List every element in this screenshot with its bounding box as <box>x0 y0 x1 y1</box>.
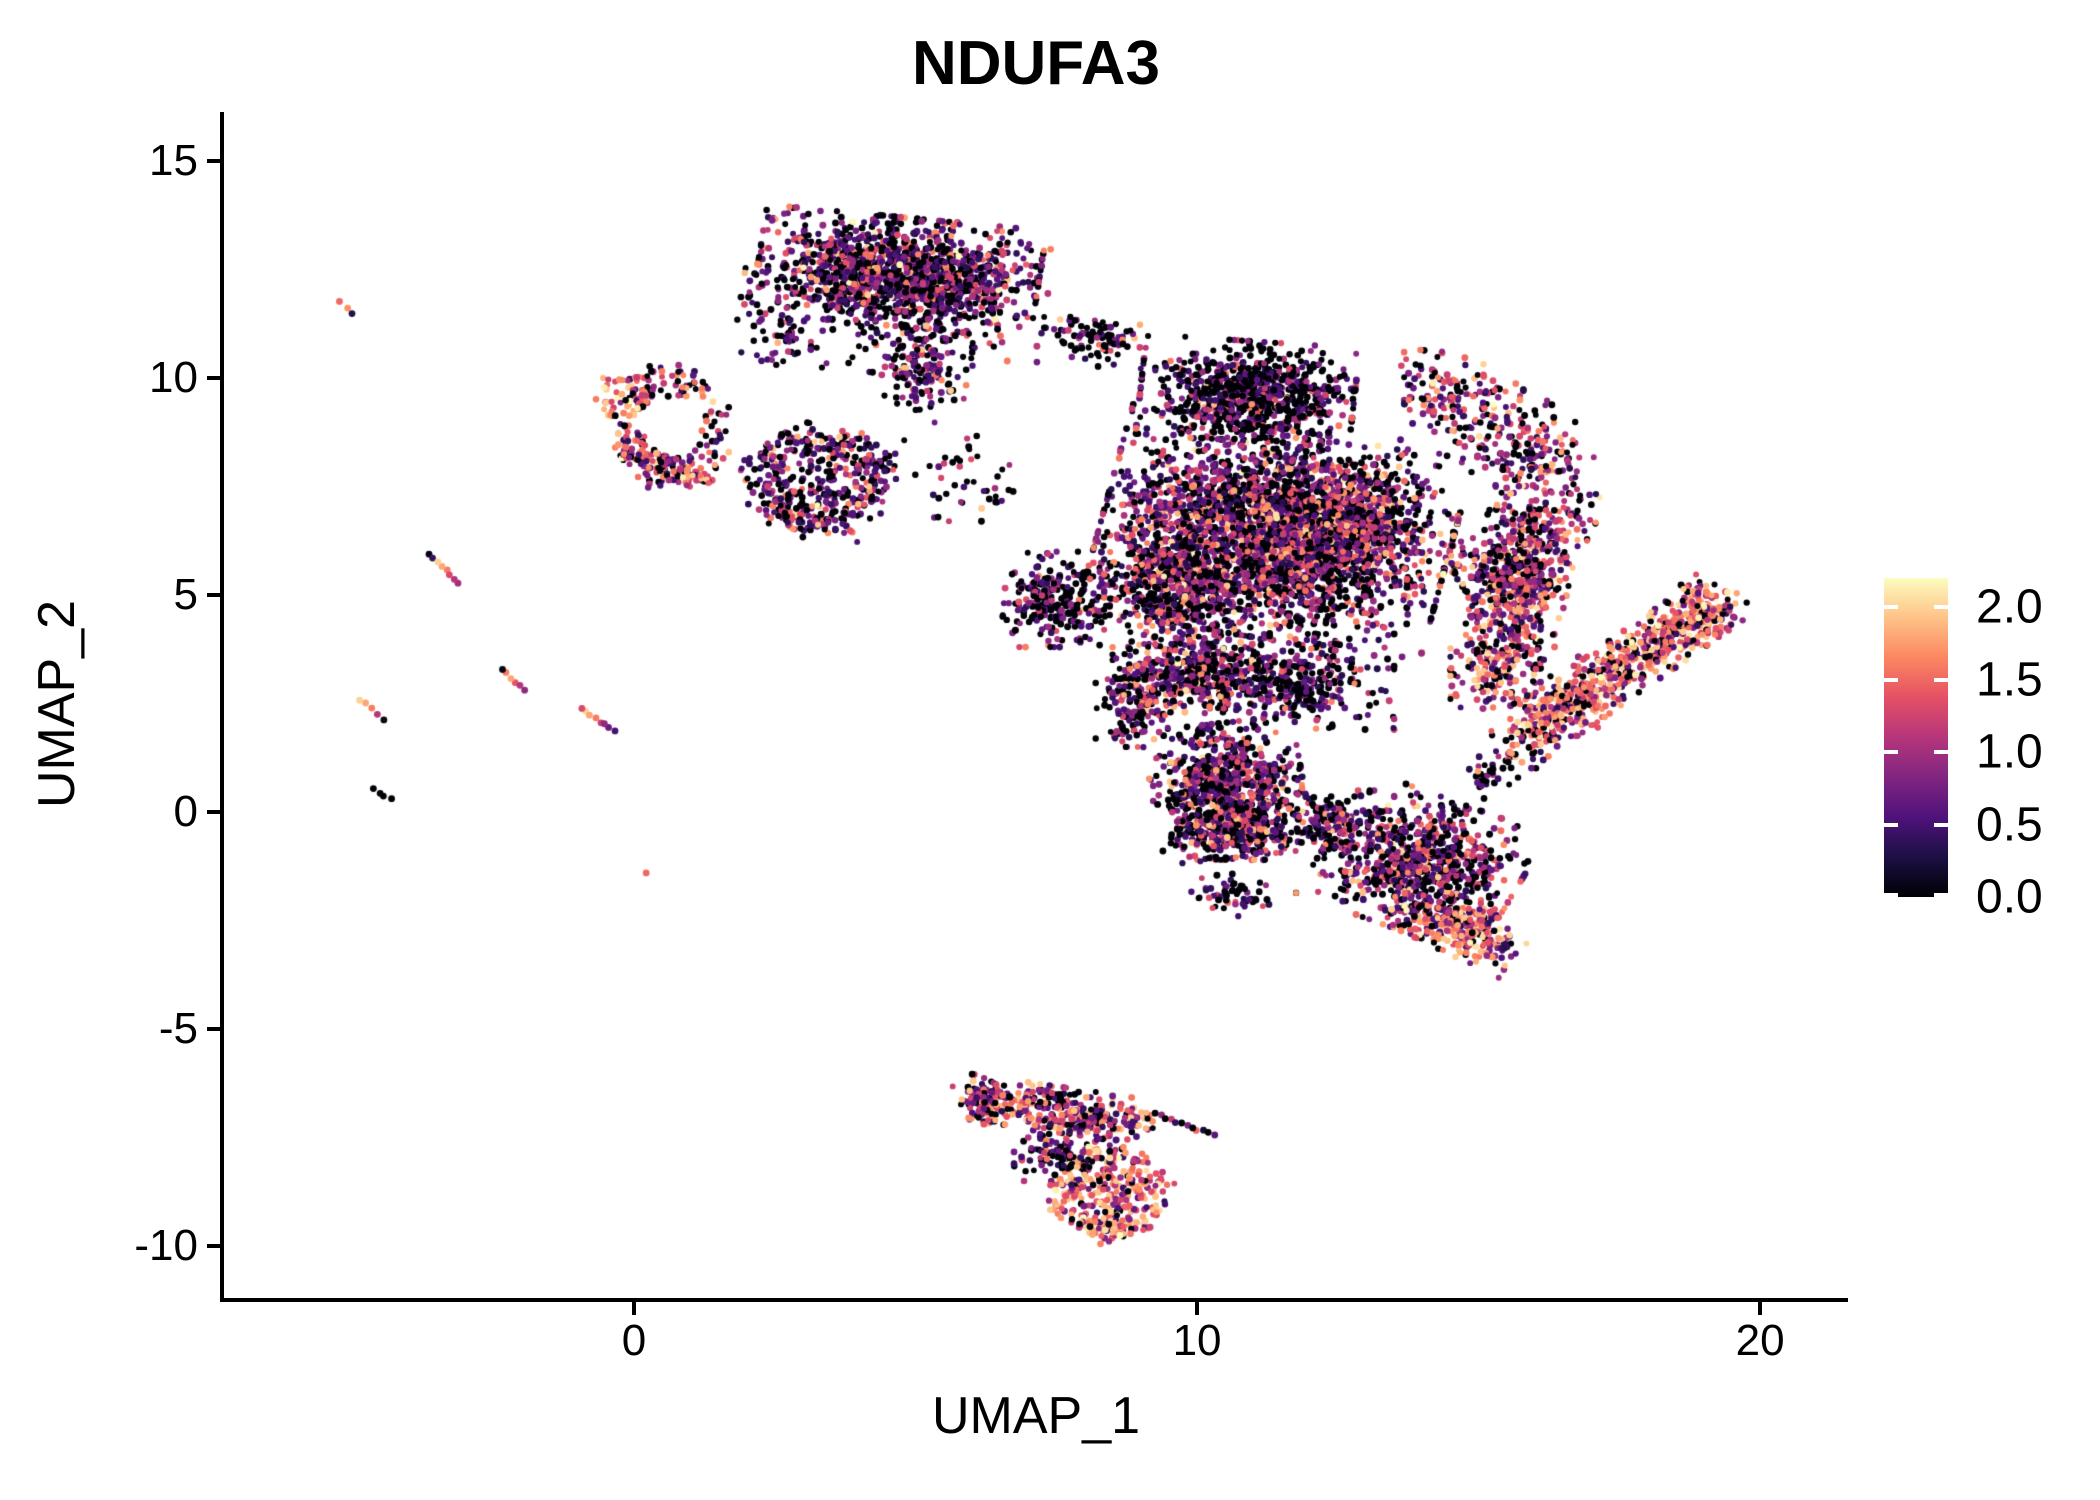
y-tick-mark <box>207 593 220 598</box>
legend-tick-notch <box>1934 750 1948 754</box>
legend-tick-label: 1.0 <box>1976 725 2043 779</box>
legend-tick-notch <box>1884 893 1898 897</box>
y-tick-label: 0 <box>173 787 198 837</box>
legend-tick-notch <box>1884 605 1898 609</box>
legend-tick-notch <box>1934 677 1948 682</box>
legend-gradient-bar <box>1884 578 1948 897</box>
x-tick-label: 20 <box>1735 1316 1785 1365</box>
y-tick-mark <box>207 1244 220 1248</box>
y-tick-label: -5 <box>158 1004 198 1054</box>
legend-tick-label: 2.0 <box>1976 580 2043 634</box>
legend-tick-notch <box>1884 822 1898 827</box>
plot-title: NDUFA3 <box>911 29 1161 98</box>
legend-tick-label: 0.5 <box>1976 798 2043 851</box>
legend-tick-label: 1.5 <box>1976 653 2043 706</box>
legend-tick-notch <box>1934 605 1948 609</box>
y-axis-line <box>220 112 224 1302</box>
x-axis-line <box>220 1298 1848 1302</box>
legend-tick-label: 0.0 <box>1976 870 2043 924</box>
y-tick-label: 10 <box>149 353 198 403</box>
y-tick-mark <box>207 1027 220 1032</box>
y-tick-label: -10 <box>134 1221 198 1270</box>
x-tick-mark <box>1195 1302 1200 1315</box>
x-tick-mark <box>631 1302 636 1315</box>
y-tick-mark <box>207 810 220 815</box>
x-axis-title: UMAP_1 <box>931 1387 1141 1445</box>
y-tick-label: 5 <box>173 570 198 620</box>
legend-tick-notch <box>1934 893 1948 897</box>
y-tick-mark <box>207 376 220 381</box>
y-axis-title: UMAP_2 <box>28 599 86 808</box>
x-tick-label: 10 <box>1172 1316 1222 1365</box>
legend-tick-notch <box>1884 677 1898 682</box>
legend-tick-notch <box>1884 750 1898 754</box>
y-tick-mark <box>207 159 220 164</box>
y-tick-label: 15 <box>149 136 198 186</box>
x-tick-label: 0 <box>621 1316 647 1365</box>
legend-tick-notch <box>1934 822 1948 827</box>
x-tick-mark <box>1758 1302 1763 1315</box>
